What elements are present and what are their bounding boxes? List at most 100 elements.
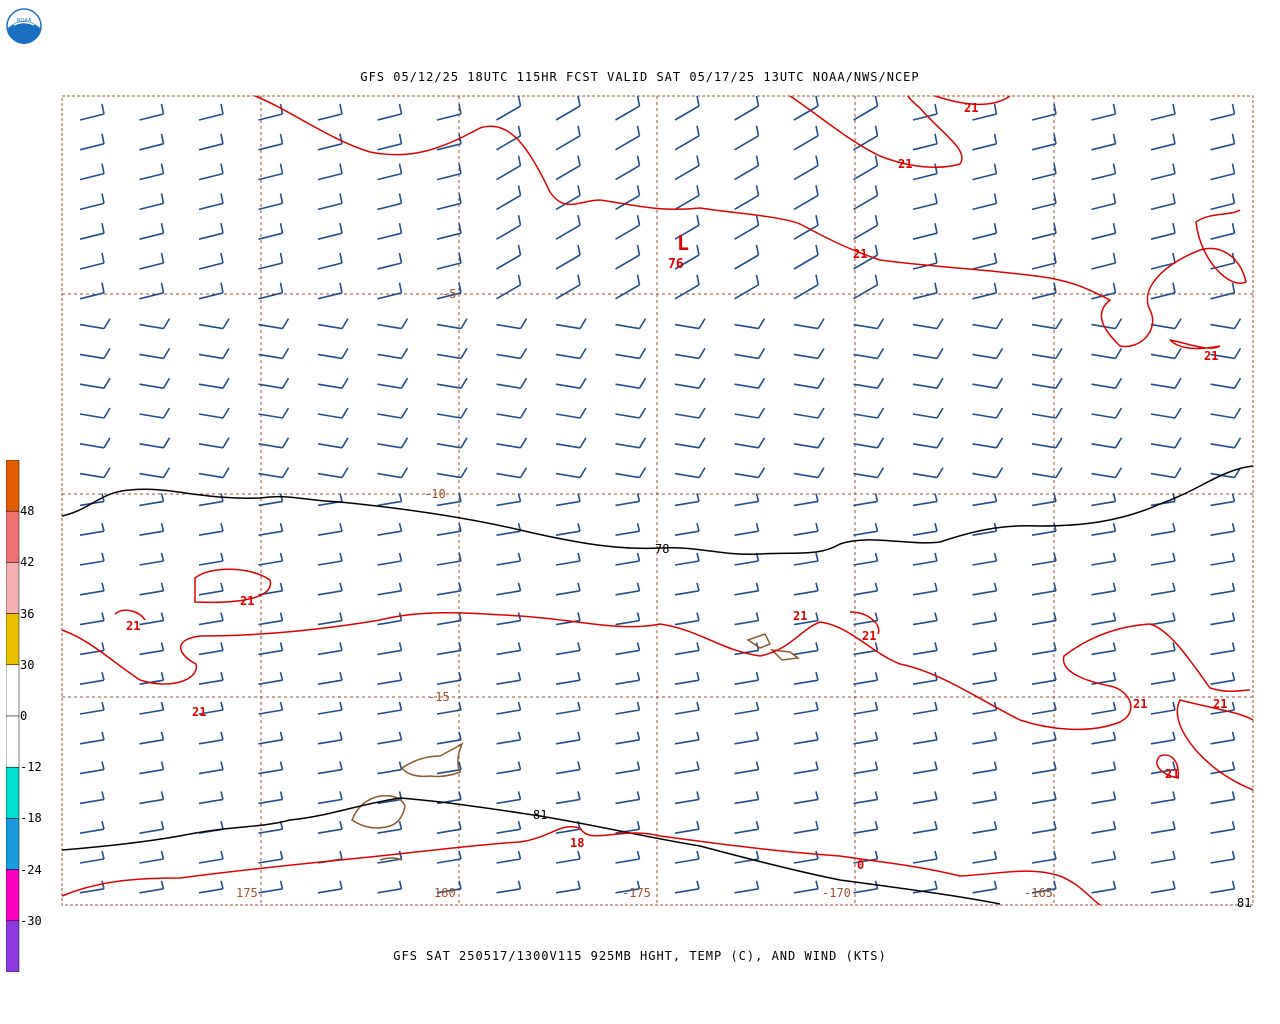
- wind-barb: [1031, 791, 1057, 805]
- wind-barb: [793, 125, 819, 151]
- wind-barb: [972, 193, 998, 211]
- wind-barb: [853, 582, 879, 596]
- wind-barb: [853, 701, 879, 715]
- wind-barb: [1091, 850, 1117, 864]
- wind-barb: [377, 133, 403, 151]
- wind-barb: [555, 318, 587, 330]
- wind-barb: [912, 761, 938, 775]
- wind-barb: [1031, 467, 1063, 479]
- wind-barb: [1031, 437, 1063, 449]
- wind-barb: [258, 103, 284, 121]
- wind-barb: [793, 582, 819, 596]
- wind-barb: [615, 612, 641, 626]
- wind-barb: [79, 850, 105, 864]
- wind-barb: [139, 523, 165, 536]
- wind-barb: [1150, 193, 1176, 211]
- temperature-contour-label: 21: [793, 609, 807, 623]
- wind-barb: [972, 523, 998, 536]
- wind-barb: [853, 437, 885, 449]
- wind-barb: [436, 347, 468, 360]
- wind-barb: [1210, 850, 1236, 864]
- wind-barb: [674, 701, 700, 715]
- wind-barb: [377, 347, 409, 360]
- wind-barb: [853, 185, 879, 211]
- wind-barb: [972, 103, 998, 121]
- wind-barb: [317, 612, 343, 626]
- wind-barb: [615, 377, 647, 389]
- wind-barb: [674, 821, 700, 834]
- wind-barb: [317, 821, 343, 834]
- wind-barb: [79, 467, 111, 479]
- wind-barb: [555, 850, 581, 864]
- wind-barb: [734, 467, 766, 479]
- longitude-label: 180: [434, 886, 456, 900]
- wind-barb: [79, 133, 105, 151]
- wind-barb: [1031, 761, 1057, 775]
- wind-barb: [972, 252, 998, 270]
- temperature-contour-label: 21: [240, 594, 254, 608]
- wind-barb: [79, 582, 105, 596]
- colorbar-label: 0: [20, 709, 28, 723]
- wind-barb: [377, 163, 403, 181]
- wind-barb: [912, 437, 944, 449]
- wind-barb: [853, 552, 879, 566]
- wind-barb: [972, 407, 1004, 419]
- wind-barb: [615, 347, 647, 360]
- wind-barb: [317, 377, 349, 389]
- colorbar-swatch: [6, 613, 20, 666]
- wind-barb: [1150, 791, 1176, 805]
- wind-barb: [496, 672, 522, 685]
- wind-barb: [317, 193, 343, 211]
- wind-barb: [79, 672, 105, 685]
- wind-barb: [1091, 821, 1117, 834]
- wind-barb: [377, 193, 403, 211]
- wind-barb: [377, 493, 403, 507]
- wind-barb: [139, 377, 171, 389]
- wind-barb: [496, 95, 522, 121]
- wind-barb: [436, 672, 462, 685]
- wind-barb: [496, 377, 528, 389]
- wind-barb: [1091, 133, 1117, 151]
- wind-barb: [615, 318, 647, 330]
- wind-barb: [139, 193, 165, 211]
- wind-barb: [496, 701, 522, 715]
- wind-barb: [674, 407, 706, 419]
- wind-barb: [555, 731, 581, 745]
- longitude-label: -170: [822, 886, 851, 900]
- wind-barb: [139, 761, 165, 775]
- wind-barb: [1210, 612, 1236, 626]
- wind-barb: [1150, 821, 1176, 834]
- wind-barb: [496, 642, 522, 656]
- wind-barb: [912, 223, 938, 240]
- wind-barb: [139, 467, 171, 479]
- temperature-contour-label: 21: [1204, 349, 1218, 363]
- wind-barb: [1210, 761, 1236, 775]
- wind-barb: [377, 437, 409, 449]
- wind-barb: [1031, 493, 1057, 507]
- wind-barb: [377, 523, 403, 536]
- wind-barb: [1210, 493, 1236, 507]
- wind-barb: [377, 282, 403, 300]
- wind-barb: [1150, 642, 1176, 656]
- wind-barb: [734, 701, 760, 715]
- wind-barb: [674, 377, 706, 389]
- wind-barb: [436, 282, 462, 300]
- wind-barb: [377, 850, 403, 864]
- wind-barb: [139, 493, 165, 507]
- wind-barb: [1031, 318, 1063, 330]
- wind-barb: [258, 282, 284, 300]
- wind-barb: [139, 880, 165, 894]
- wind-barb: [912, 407, 944, 419]
- wind-barb: [317, 133, 343, 151]
- wind-barb: [377, 552, 403, 566]
- colorbar-swatch: [6, 460, 20, 512]
- wind-barb: [1091, 731, 1117, 745]
- chart-caption: GFS SAT 250517/1300V115 925MB HGHT, TEMP…: [393, 949, 887, 963]
- wind-barb: [258, 493, 284, 507]
- wind-barb: [734, 493, 760, 507]
- wind-barb: [853, 642, 879, 656]
- wind-barb: [436, 223, 462, 240]
- wind-barb: [198, 642, 224, 656]
- coastlines: [351, 633, 800, 861]
- wind-barb: [972, 493, 998, 507]
